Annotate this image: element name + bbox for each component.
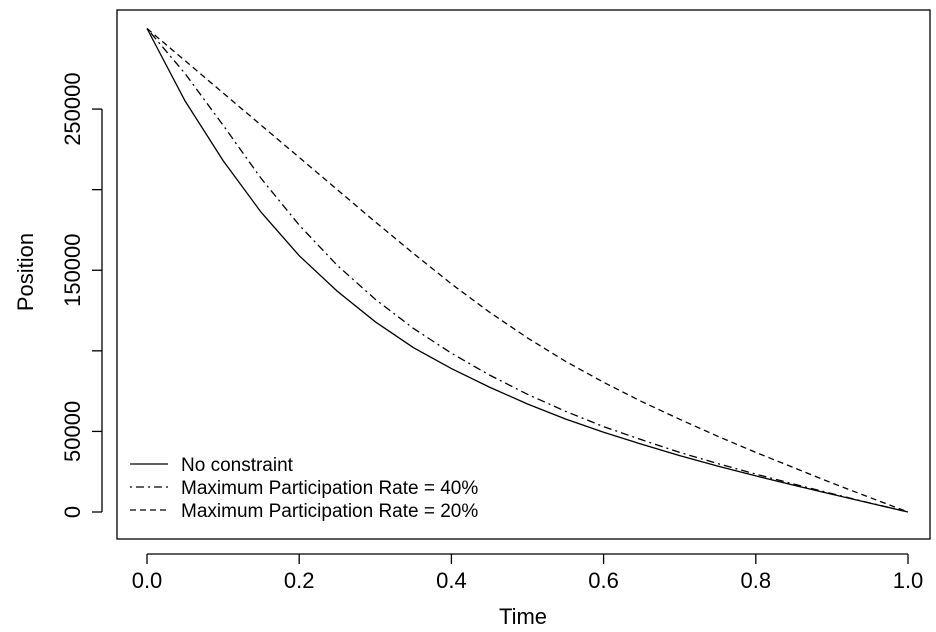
series-line-2 [146,28,909,513]
x-tick-label: 0.4 [436,568,467,593]
x-tick-label: 1.0 [893,568,924,593]
x-tick-label: 0.8 [741,568,772,593]
series-line-3 [146,28,909,513]
y-axis: 0 50000 150000 250000 [60,72,103,518]
x-tick-label: 0.6 [588,568,619,593]
series-layer [146,28,909,513]
y-tick-label: 0 [60,506,85,518]
x-axis: 0.0 0.2 0.4 0.6 0.8 1.0 [132,553,924,593]
plot-frame [116,9,931,540]
y-tick-label: 50000 [60,401,85,462]
legend-label-2: Maximum Participation Rate = 40% [181,478,478,499]
y-tick-label: 150000 [60,233,85,306]
x-axis-label: Time [499,604,547,629]
series-line-1 [146,28,909,513]
y-tick-label: 250000 [60,72,85,145]
x-tick-label: 0.0 [132,568,163,593]
x-tick-label: 0.2 [284,568,315,593]
legend-label-1: No constraint [181,455,294,476]
legend-label-3: Maximum Participation Rate = 20% [181,501,478,522]
y-axis-label: Position [13,233,38,311]
